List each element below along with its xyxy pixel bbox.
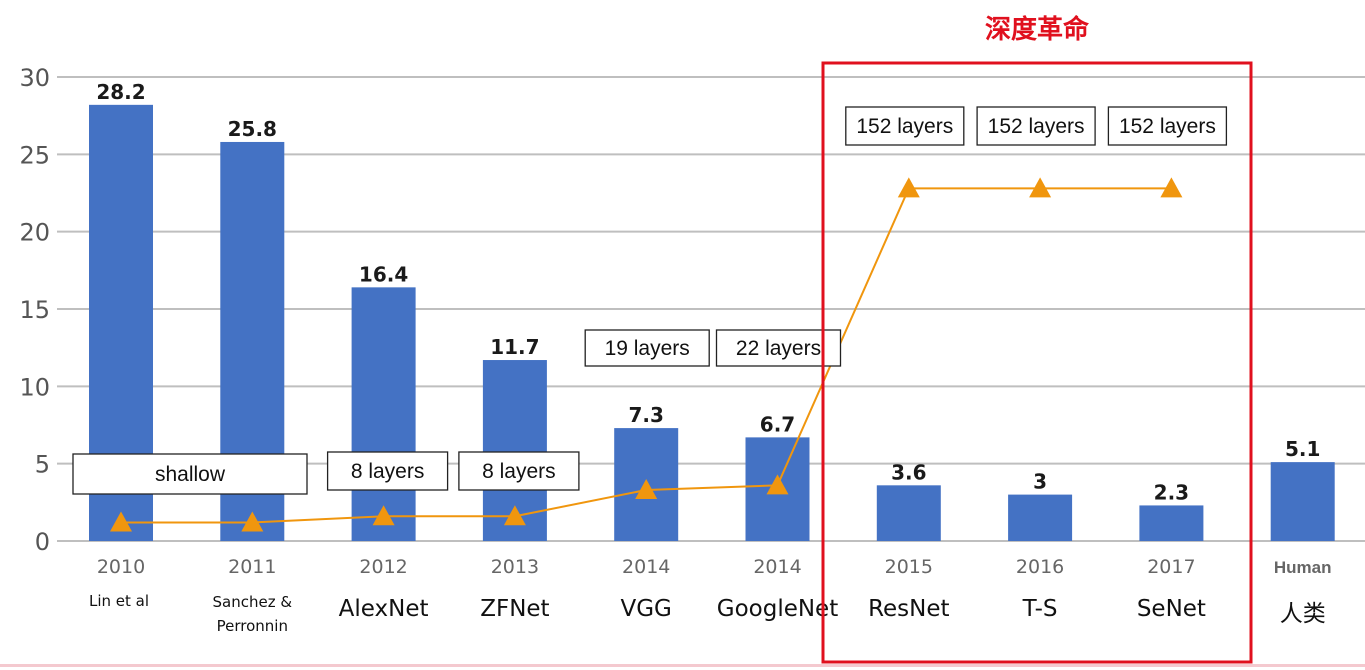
depth-marker bbox=[241, 511, 264, 532]
model-name: VGG bbox=[621, 596, 672, 622]
value-label: 28.2 bbox=[96, 80, 145, 104]
layer-annotation: 152 layers bbox=[845, 106, 965, 146]
value-label: 25.8 bbox=[228, 117, 277, 141]
depth-marker bbox=[766, 474, 789, 495]
value-labels: 28.2 25.8 16.4 11.7 7.3 6.7 3.6 3 2.3 5.1 bbox=[96, 80, 1320, 505]
highlight-box bbox=[821, 61, 1253, 664]
annotation-text: 19 layers bbox=[605, 337, 690, 360]
depth-marker bbox=[110, 511, 132, 532]
y-tick-label: 25 bbox=[19, 141, 50, 169]
value-label: 16.4 bbox=[359, 262, 408, 286]
y-tick-label: 30 bbox=[19, 64, 50, 92]
model-name: ZFNet bbox=[480, 596, 549, 622]
value-label: 3 bbox=[1033, 470, 1047, 494]
value-label: 11.7 bbox=[490, 335, 539, 359]
annotation-box bbox=[1107, 106, 1228, 146]
annotation-text: shallow bbox=[155, 463, 226, 486]
model-name: Sanchez & bbox=[213, 593, 293, 611]
bar bbox=[876, 485, 941, 541]
annotation-text: 152 layers bbox=[1119, 115, 1216, 138]
depth-marker bbox=[372, 505, 395, 526]
layer-annotations: shallow 8 layers 8 layers 19 layers 22 layer… bbox=[72, 106, 1228, 495]
x-tick-label: 2014 bbox=[753, 556, 801, 578]
layer-annotation: 22 layers bbox=[715, 329, 842, 367]
bar bbox=[1139, 505, 1204, 541]
model-name: SeNet bbox=[1137, 596, 1206, 622]
annotation-text: 8 layers bbox=[351, 460, 425, 483]
bar bbox=[1270, 462, 1335, 541]
value-label: 2.3 bbox=[1154, 480, 1189, 504]
model-name: 人类 bbox=[1280, 601, 1326, 627]
depth-marker bbox=[897, 177, 920, 198]
y-tick-label: 0 bbox=[35, 528, 50, 556]
bottom-rule bbox=[0, 664, 1365, 667]
layer-annotation: 8 layers bbox=[458, 451, 580, 491]
annotation-text: 22 layers bbox=[736, 337, 821, 360]
x-tick-label: Human bbox=[1274, 558, 1332, 577]
annotation-text: 8 layers bbox=[482, 460, 556, 483]
model-name: GoogleNet bbox=[717, 596, 838, 622]
model-name: T-S bbox=[1022, 596, 1058, 622]
annotation-text: 152 layers bbox=[856, 115, 953, 138]
bar bbox=[1008, 494, 1073, 541]
model-name: Perronnin bbox=[217, 617, 288, 635]
annotation-box bbox=[72, 453, 308, 495]
x-tick-label: 2011 bbox=[228, 556, 276, 578]
y-tick-label: 5 bbox=[35, 451, 50, 479]
highlight: 深度革命 bbox=[821, 14, 1253, 664]
y-tick-label: 15 bbox=[19, 296, 50, 324]
annotation-box bbox=[976, 106, 1096, 146]
model-name: ResNet bbox=[868, 596, 949, 622]
value-label: 6.7 bbox=[760, 412, 795, 436]
layer-annotation: 19 layers bbox=[584, 329, 710, 367]
annotation-box bbox=[458, 451, 580, 491]
x-tick-label: 2013 bbox=[491, 556, 539, 578]
depth-marker bbox=[1160, 177, 1183, 198]
value-label: 7.3 bbox=[628, 403, 663, 427]
x-tick-label: 2016 bbox=[1016, 556, 1064, 578]
x-tick-label: 2015 bbox=[885, 556, 933, 578]
y-tick-label: 20 bbox=[19, 219, 50, 247]
annotation-box bbox=[845, 106, 965, 146]
model-name: Lin et al bbox=[89, 592, 149, 610]
value-label: 3.6 bbox=[891, 460, 926, 484]
x-tick-label: 2012 bbox=[359, 556, 407, 578]
y-tick-label: 10 bbox=[19, 373, 50, 401]
depth-marker bbox=[635, 478, 658, 499]
annotation-box bbox=[326, 451, 449, 491]
annotation-box bbox=[715, 329, 842, 367]
x-tick-label: 2014 bbox=[622, 556, 670, 578]
depth-marker bbox=[1029, 177, 1052, 198]
layer-annotation: 8 layers bbox=[326, 451, 449, 491]
depth-marker bbox=[503, 505, 526, 526]
y-axis-ticks: 0 5 10 15 20 25 30 bbox=[19, 64, 50, 556]
annotation-box bbox=[584, 329, 710, 367]
x-tick-label: 2017 bbox=[1147, 556, 1195, 578]
highlight-label: 深度革命 bbox=[985, 14, 1090, 45]
value-label: 5.1 bbox=[1285, 437, 1320, 461]
x-tick-label: 2010 bbox=[97, 556, 145, 578]
layer-annotation: 152 layers bbox=[1107, 106, 1228, 146]
layer-annotation: 152 layers bbox=[976, 106, 1096, 146]
model-name: AlexNet bbox=[339, 596, 429, 622]
layer-annotation: shallow bbox=[72, 453, 308, 495]
annotation-text: 152 layers bbox=[988, 115, 1085, 138]
depth-line bbox=[110, 177, 1183, 532]
bar bbox=[351, 287, 416, 541]
x-axis-labels: 2010 2011 2012 2013 2014 2014 2015 2016 2017 Huma… bbox=[89, 556, 1332, 635]
